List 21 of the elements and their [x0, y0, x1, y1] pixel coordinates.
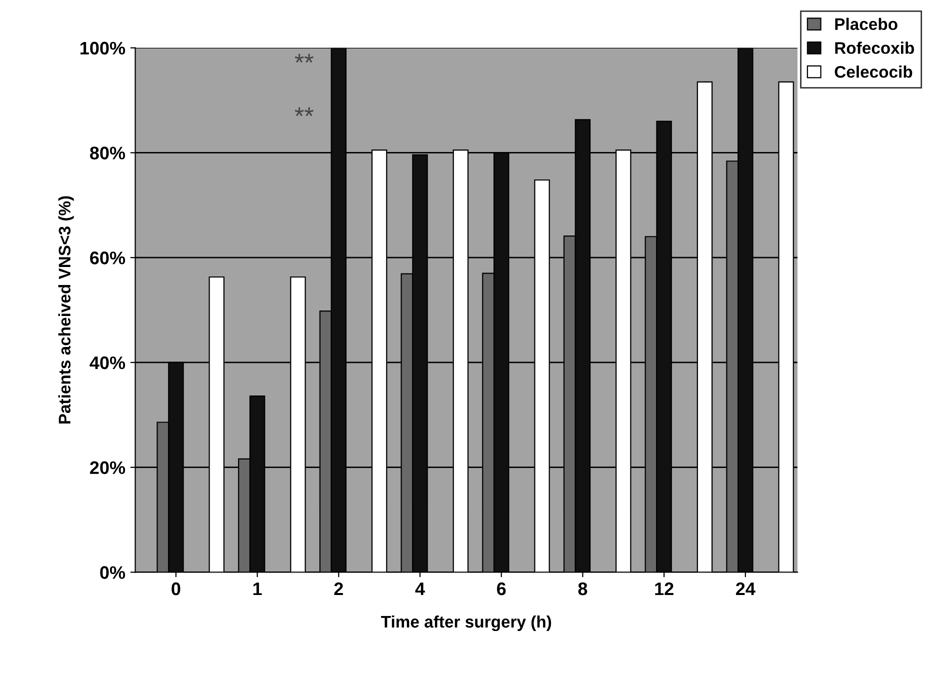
x-tick-label: 8	[578, 582, 588, 596]
legend-label: Celecocib	[834, 66, 912, 78]
legend-label: Rofecoxib	[835, 42, 914, 54]
y-tick-label: 40%	[90, 356, 126, 370]
annotation: **	[294, 107, 314, 116]
x-tick-label: 2	[334, 582, 343, 596]
x-tick-label: 24	[736, 582, 756, 596]
y-tick-label: 100%	[80, 42, 126, 55]
x-tick-label: 6	[497, 582, 506, 596]
y-tick-label: 20%	[90, 461, 126, 474]
y-tick-label: 60%	[90, 252, 126, 264]
x-axis-title: Time after surgery (h)	[381, 615, 552, 632]
x-tick-label: 12	[655, 582, 674, 596]
x-tick-label: 1	[253, 582, 262, 596]
legend-label: Placebo	[835, 18, 898, 30]
y-axis-title: Patients acheived VNS<3 (%)	[58, 196, 74, 424]
y-tick-label: 0%	[100, 566, 126, 579]
x-tick-label: 0	[172, 582, 180, 596]
x-tick-label: 4	[415, 582, 425, 596]
y-tick-label: 80%	[90, 146, 126, 160]
annotation: **	[294, 54, 314, 63]
